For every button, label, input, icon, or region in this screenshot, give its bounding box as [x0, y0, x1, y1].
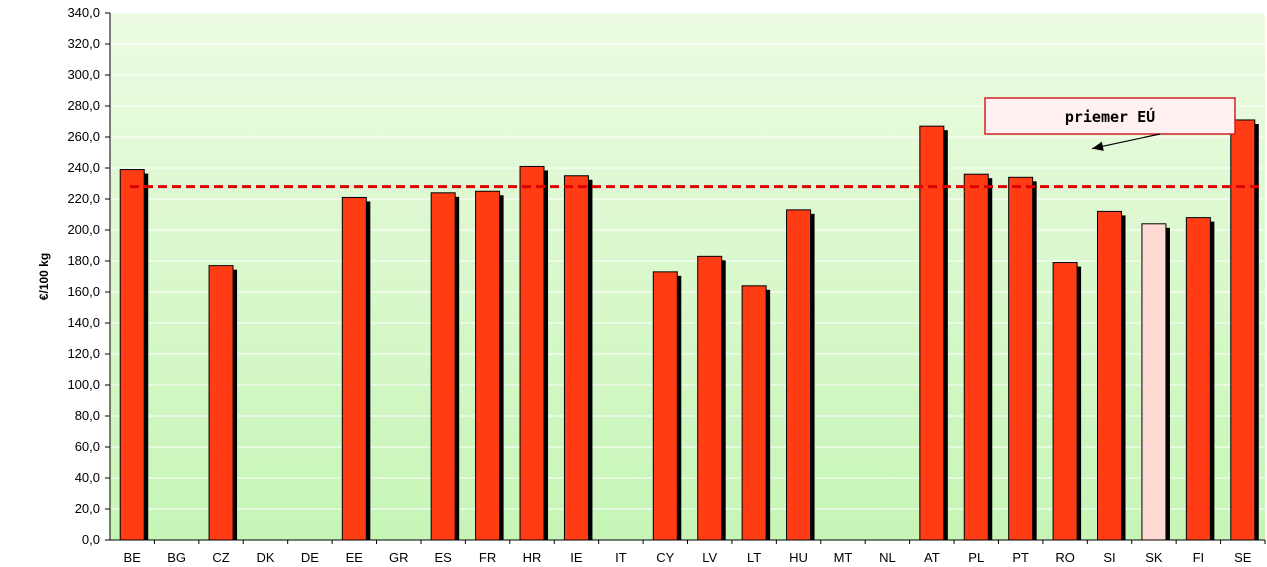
x-tick-label-se: SE [1234, 550, 1252, 565]
grid-lines [110, 12, 1265, 541]
bar-ie [563, 175, 589, 541]
y-tick-label: 180,0 [67, 253, 100, 268]
x-tick-label-pl: PL [968, 550, 984, 565]
x-tick-label-fr: FR [479, 550, 496, 565]
y-tick-label: 140,0 [67, 315, 100, 330]
y-tick-label: 300,0 [67, 67, 100, 82]
x-tick-label-hr: HR [523, 550, 542, 565]
x-tick-label-fi: FI [1193, 550, 1205, 565]
x-tick-label-si: SI [1103, 550, 1115, 565]
bar-si [1097, 210, 1123, 541]
x-tick-label-pt: PT [1012, 550, 1029, 565]
x-tick-label-es: ES [435, 550, 453, 565]
bar-hu [786, 209, 812, 541]
x-tick-label-ro: RO [1055, 550, 1075, 565]
y-tick-label: 220,0 [67, 191, 100, 206]
y-tick-label: 60,0 [75, 439, 100, 454]
plot-area [110, 13, 1265, 540]
x-tick-label-at: AT [924, 550, 940, 565]
x-tick-label-bg: BG [167, 550, 186, 565]
x-tick-label-it: IT [615, 550, 627, 565]
annotation-arrow [1091, 133, 1161, 150]
bar-sk [1141, 223, 1167, 541]
labels: 0,0 20,0 40,0 60,0 80,0 100,0 120,0 140,0 160,0 1… [37, 5, 1252, 565]
y-tick-label: 100,0 [67, 377, 100, 392]
bar-lv [697, 255, 723, 541]
x-tick-label-ie: IE [570, 550, 583, 565]
x-tick-label-lv: LV [702, 550, 717, 565]
x-tick-label-mt: MT [834, 550, 853, 565]
x-tick-label-cy: CY [656, 550, 674, 565]
y-axis-label: €/100 kg [37, 253, 51, 300]
bar-pt [1008, 176, 1034, 541]
x-tick-label-gr: GR [389, 550, 409, 565]
annotation-arrowhead [1092, 141, 1104, 151]
x-tick-label-be: BE [124, 550, 142, 565]
y-tick-label: 160,0 [67, 284, 100, 299]
y-tick-label: 120,0 [67, 346, 100, 361]
bar-hr [519, 165, 545, 541]
y-tick-label: 200,0 [67, 222, 100, 237]
bar-es [430, 192, 456, 541]
eu-average-label-box [984, 97, 1236, 135]
x-tick-label-ee: EE [346, 550, 364, 565]
x-tick-label-lt: LT [747, 550, 761, 565]
y-tick-label: 40,0 [75, 470, 100, 485]
bar-ro [1052, 262, 1078, 541]
annotations: priemer EÚ [130, 97, 1260, 189]
x-tick-label-nl: NL [879, 550, 896, 565]
bar-cz [208, 265, 234, 541]
y-tick-label: 0,0 [82, 532, 100, 547]
bar-pl [963, 173, 989, 541]
eu-average-label: priemer EÚ [1065, 107, 1155, 126]
x-tick-label-dk: DK [256, 550, 274, 565]
bar-ee [341, 196, 367, 541]
bar-be [119, 169, 145, 541]
bar-se [1230, 119, 1256, 541]
y-tick-label: 280,0 [67, 98, 100, 113]
x-tick-label-cz: CZ [212, 550, 229, 565]
bar-at [919, 125, 945, 541]
y-tick-label: 20,0 [75, 501, 100, 516]
bar-fr [475, 190, 501, 541]
x-tick-label-hu: HU [789, 550, 808, 565]
bars [119, 119, 1259, 541]
y-tick-label: 80,0 [75, 408, 100, 423]
y-tick-label: 340,0 [67, 5, 100, 20]
y-tick-label: 240,0 [67, 160, 100, 175]
bar-fi [1185, 217, 1211, 541]
bar-lt [741, 285, 767, 541]
y-tick-label: 260,0 [67, 129, 100, 144]
x-tick-label-sk: SK [1145, 550, 1163, 565]
bar-cy [652, 271, 678, 541]
y-tick-label: 320,0 [67, 36, 100, 51]
x-tick-label-de: DE [301, 550, 319, 565]
